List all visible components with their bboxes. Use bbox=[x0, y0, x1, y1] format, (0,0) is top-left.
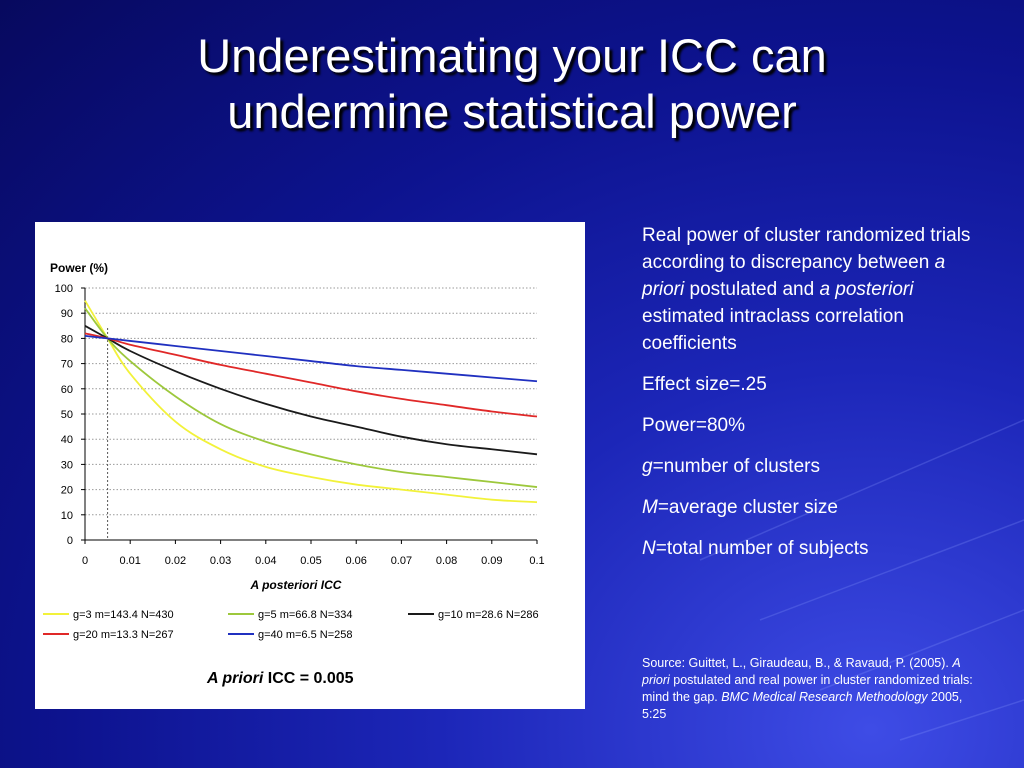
legend-label: g=10 m=28.6 N=286 bbox=[438, 609, 539, 621]
series-line-4 bbox=[84, 332, 538, 418]
chart-series bbox=[84, 300, 538, 504]
x-tick-label: 0.01 bbox=[119, 555, 140, 567]
chart-annotation: A priori ICC = 0.005 bbox=[206, 670, 354, 687]
chart-grid bbox=[85, 287, 537, 516]
desc-italic-2: a posteriori bbox=[819, 279, 914, 300]
source-citation: Source: Guittet, L., Giraudeau, B., & Ra… bbox=[642, 655, 982, 723]
x-tick-label: 0.03 bbox=[210, 555, 231, 567]
y-tick-label: 20 bbox=[61, 485, 73, 497]
m-symbol: M bbox=[642, 497, 658, 518]
y-tick-label: 50 bbox=[61, 409, 73, 421]
annotation-rest: ICC = 0.005 bbox=[263, 670, 353, 687]
annotation-italic: A priori bbox=[206, 670, 264, 687]
title-line-1: Underestimating your ICC can bbox=[197, 29, 827, 82]
series-line-5 bbox=[84, 334, 538, 383]
y-axis-title: Power (%) bbox=[50, 261, 108, 275]
x-tick-label: 0.09 bbox=[481, 555, 502, 567]
power-value: Power=80% bbox=[642, 415, 745, 436]
desc-text-3: estimated intraclass correlation coeffic… bbox=[642, 306, 904, 354]
series-line-3 bbox=[84, 325, 538, 456]
x-tick-label: 0.07 bbox=[391, 555, 412, 567]
source-text-3: 2005, 5:25 bbox=[642, 690, 963, 721]
chart-panel: 0 10 20 30 40 50 60 70 80 90 100 0 0.01 0.02 0.03 0.04 0… bbox=[35, 222, 585, 709]
description-panel: Real power of cluster randomized trials … bbox=[642, 222, 982, 576]
series-line-1 bbox=[84, 300, 538, 504]
g-definition: g=number of clusters bbox=[642, 453, 982, 480]
m-definition: M=average cluster size bbox=[642, 494, 982, 521]
legend-label: g=20 m=13.3 N=267 bbox=[73, 629, 174, 641]
chart-legend: g=3 m=143.4 N=430 g=5 m=66.8 N=334 g=10 m=… bbox=[43, 609, 539, 641]
power-chart: 0 10 20 30 40 50 60 70 80 90 100 0 0.01 0.02 0.03 0.04 0… bbox=[43, 261, 545, 687]
desc-text-2: postulated and bbox=[684, 279, 820, 300]
slide-title: Underestimating your ICC can undermine s… bbox=[0, 28, 1024, 140]
desc-italic-1: a priori bbox=[642, 252, 946, 300]
y-tick-label: 70 bbox=[61, 359, 73, 371]
y-tick-label: 60 bbox=[61, 384, 73, 396]
g-text: =number of clusters bbox=[652, 456, 820, 477]
desc-text-1: Real power of cluster randomized trials … bbox=[642, 225, 971, 273]
n-symbol: N bbox=[642, 538, 656, 559]
source-italic-1: A priori bbox=[642, 656, 961, 687]
legend-label: g=40 m=6.5 N=258 bbox=[258, 629, 353, 641]
legend-label: g=5 m=66.8 N=334 bbox=[258, 609, 353, 621]
legend-label: g=3 m=143.4 N=430 bbox=[73, 609, 174, 621]
series-line-2 bbox=[84, 307, 538, 488]
y-tick-label: 30 bbox=[61, 459, 73, 471]
n-definition: N=total number of subjects bbox=[642, 535, 982, 562]
x-tick-label: 0.05 bbox=[300, 555, 321, 567]
x-tick-label: 0.1 bbox=[529, 555, 544, 567]
effect-size: Effect size=.25 bbox=[642, 374, 767, 395]
x-tick-label: 0.02 bbox=[165, 555, 186, 567]
n-text: =total number of subjects bbox=[655, 538, 869, 559]
m-text: =average cluster size bbox=[657, 497, 838, 518]
source-text-1: Source: Guittet, L., Giraudeau, B., & Ra… bbox=[642, 656, 953, 670]
y-tick-label: 0 bbox=[67, 535, 73, 547]
source-text-2: postulated and real power in cluster ran… bbox=[642, 673, 973, 704]
y-tick-label: 80 bbox=[61, 333, 73, 345]
y-tick-label: 10 bbox=[61, 510, 73, 522]
x-axis-title: A posteriori ICC bbox=[250, 578, 342, 592]
y-tick-label: 100 bbox=[55, 283, 73, 295]
x-tick-label: 0.08 bbox=[436, 555, 457, 567]
x-tick-label: 0 bbox=[82, 555, 88, 567]
g-symbol: g bbox=[642, 456, 653, 477]
x-tick-label: 0.04 bbox=[255, 555, 276, 567]
chart-axes: 0 10 20 30 40 50 60 70 80 90 100 0 0.01 0.02 0.03 0.04 0… bbox=[55, 283, 545, 567]
description-paragraph: Real power of cluster randomized trials … bbox=[642, 222, 982, 357]
title-line-2: undermine statistical power bbox=[227, 85, 797, 138]
x-tick-label: 0.06 bbox=[345, 555, 366, 567]
y-tick-label: 40 bbox=[61, 434, 73, 446]
y-tick-label: 90 bbox=[61, 308, 73, 320]
source-journal: BMC Medical Research Methodology bbox=[721, 690, 928, 704]
